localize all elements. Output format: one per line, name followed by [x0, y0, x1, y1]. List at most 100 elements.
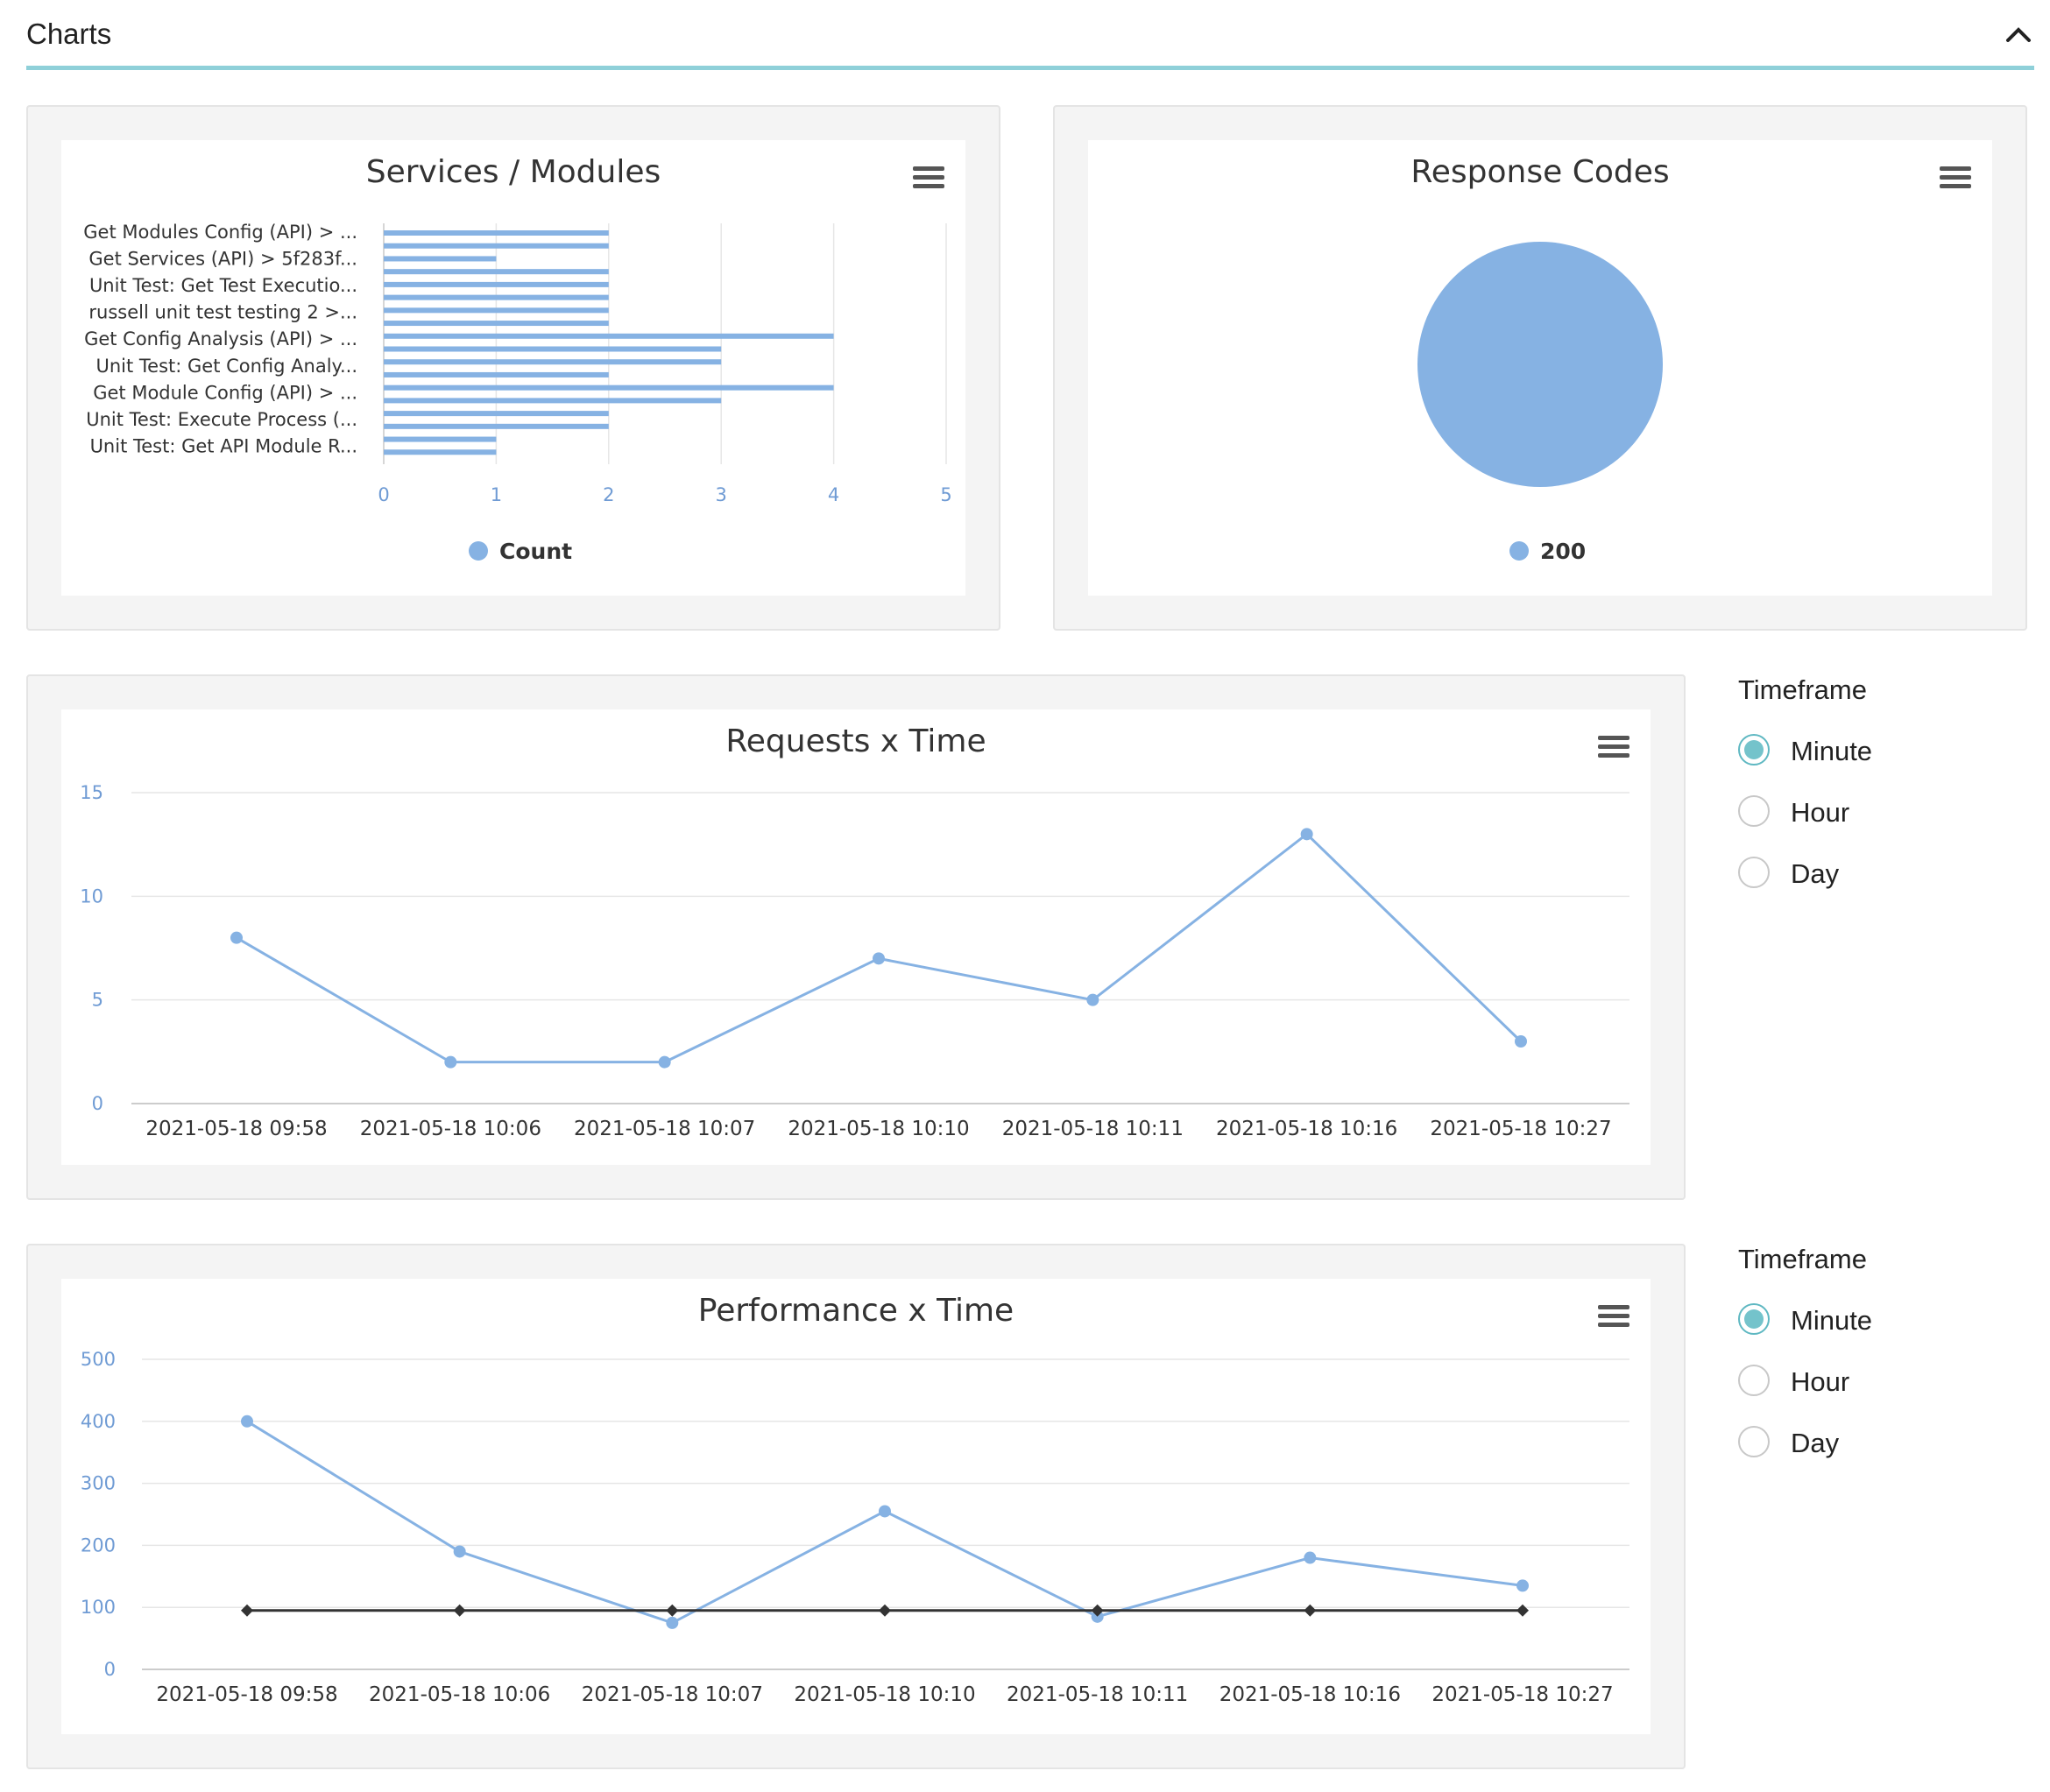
- radio-button-selected[interactable]: [1738, 734, 1770, 765]
- services-modules-chart: Services / Modules 0 1 2 3 4 5 Get Modules Conf…: [83, 154, 951, 564]
- charts-section-header: Charts: [26, 0, 2034, 70]
- chart-menu-icon[interactable]: [913, 166, 944, 193]
- bar: [384, 436, 497, 442]
- timeframe-requests: Timeframe Minute Hour Day: [1738, 674, 2001, 902]
- x-tick-label: 2021-05-18 10:27: [1431, 1683, 1613, 1706]
- services-modules-card: Services / Modules 0 1 2 3 4 5 Get Modules Conf…: [61, 140, 965, 596]
- radio-button[interactable]: [1738, 1365, 1770, 1396]
- data-point: [453, 1604, 466, 1617]
- x-tick-label: 2021-05-18 10:07: [574, 1118, 755, 1140]
- radio-minute[interactable]: Minute: [1738, 734, 1948, 773]
- bar: [384, 294, 609, 300]
- data-point: [1515, 1035, 1527, 1048]
- data-point: [879, 1604, 891, 1617]
- legend-marker: [1509, 541, 1529, 561]
- y-tick-label: 200: [81, 1534, 116, 1556]
- requests-time-card: Requests x Time 0 5 10 15 2021-05-18 09:58 202…: [61, 709, 1651, 1165]
- x-tick-label: 2021-05-18 10:11: [1007, 1683, 1188, 1706]
- y-category-label: Get Module Config (API) > ...: [93, 382, 357, 403]
- data-point: [666, 1604, 679, 1617]
- radio-button-selected[interactable]: [1738, 1303, 1770, 1335]
- radio-button[interactable]: [1738, 1426, 1770, 1457]
- chart-menu-icon[interactable]: [1598, 1305, 1629, 1331]
- x-tick-label: 2021-05-18 10:11: [1002, 1118, 1184, 1140]
- y-tick-label: 400: [81, 1411, 116, 1432]
- data-point: [230, 931, 243, 944]
- radio-hour[interactable]: Hour: [1738, 795, 1948, 834]
- radio-label: Day: [1791, 1428, 1840, 1458]
- section-title: Charts: [26, 18, 112, 50]
- data-point: [453, 1545, 466, 1558]
- bar: [384, 230, 609, 236]
- data-point: [444, 1055, 457, 1069]
- bar: [384, 423, 609, 429]
- data-point: [1086, 993, 1099, 1006]
- requests-time-chart: Requests x Time 0 5 10 15 2021-05-18 09:58 202…: [80, 723, 1629, 1140]
- x-tick-label: 2021-05-18 09:58: [145, 1118, 327, 1140]
- y-category-label: Unit Test: Get API Module R...: [90, 435, 357, 456]
- timeframe-title: Timeframe: [1738, 674, 1867, 705]
- legend-marker: [469, 541, 488, 561]
- radio-button[interactable]: [1738, 795, 1770, 827]
- y-category-label: Unit Test: Get Config Analy...: [95, 356, 357, 377]
- y-tick-label: 15: [80, 782, 103, 803]
- response-codes-chart: Response Codes 200: [1410, 154, 1669, 564]
- y-category-label: Get Services (API) > 5f283f...: [88, 249, 357, 270]
- data-point: [1516, 1579, 1529, 1592]
- radio-minute[interactable]: Minute: [1738, 1303, 1948, 1342]
- chart-title: Requests x Time: [725, 723, 986, 759]
- bar: [384, 333, 834, 339]
- x-tick-label: 1: [491, 484, 502, 505]
- x-tick-label: 2021-05-18 10:06: [360, 1118, 541, 1140]
- bar: [384, 449, 497, 455]
- bar: [384, 385, 834, 391]
- data-point: [873, 952, 885, 965]
- x-tick-label: 2021-05-18 10:16: [1219, 1683, 1401, 1706]
- pie-slice: [1417, 242, 1663, 487]
- performance-time-card: Performance x Time 0 100 200 300 400 500 2021-0…: [61, 1279, 1651, 1734]
- radio-hour[interactable]: Hour: [1738, 1365, 1948, 1403]
- x-tick-label: 2021-05-18 10:10: [788, 1118, 969, 1140]
- chart-menu-icon[interactable]: [1598, 736, 1629, 762]
- radio-button[interactable]: [1738, 857, 1770, 888]
- chevron-up-icon[interactable]: [2003, 19, 2034, 51]
- chart-menu-icon[interactable]: [1940, 166, 1971, 193]
- y-category-label: Get Config Analysis (API) > ...: [84, 328, 357, 349]
- chart-title: Performance x Time: [698, 1293, 1014, 1329]
- data-point: [241, 1604, 253, 1617]
- chart-title: Services / Modules: [366, 154, 661, 190]
- timeframe-title: Timeframe: [1738, 1244, 1867, 1274]
- radio-label: Minute: [1791, 1305, 1873, 1336]
- series-line: [236, 832, 1523, 1064]
- data-point: [1091, 1610, 1104, 1623]
- data-point: [1516, 1604, 1529, 1617]
- legend-label: Count: [499, 539, 572, 564]
- bar: [384, 256, 497, 262]
- radio-day[interactable]: Day: [1738, 857, 1948, 895]
- bar: [384, 281, 609, 287]
- x-tick-label: 3: [716, 484, 727, 505]
- data-point: [666, 1616, 679, 1629]
- radio-day[interactable]: Day: [1738, 1426, 1948, 1464]
- y-category-label: Get Modules Config (API) > ...: [83, 222, 357, 243]
- legend-label: 200: [1540, 539, 1586, 564]
- data-point: [241, 1415, 253, 1428]
- bar: [384, 269, 609, 275]
- y-tick-label: 10: [80, 885, 103, 907]
- y-category-label: russell unit test testing 2 >...: [88, 302, 357, 323]
- y-tick-label: 0: [104, 1659, 116, 1680]
- data-point: [1304, 1551, 1317, 1564]
- radio-label: Day: [1791, 858, 1840, 889]
- data-point: [1091, 1604, 1104, 1617]
- x-tick-label: 2021-05-18 10:27: [1430, 1118, 1611, 1140]
- series-line: [246, 1420, 1523, 1625]
- x-tick-label: 5: [940, 484, 951, 505]
- radio-label: Minute: [1791, 736, 1873, 766]
- bar: [384, 321, 609, 327]
- y-tick-label: 100: [81, 1597, 116, 1618]
- x-tick-label: 2021-05-18 09:58: [156, 1683, 337, 1706]
- data-point: [658, 1055, 671, 1069]
- x-tick-label: 2: [603, 484, 614, 505]
- chart-title: Response Codes: [1410, 154, 1669, 190]
- x-tick-label: 2021-05-18 10:16: [1216, 1118, 1397, 1140]
